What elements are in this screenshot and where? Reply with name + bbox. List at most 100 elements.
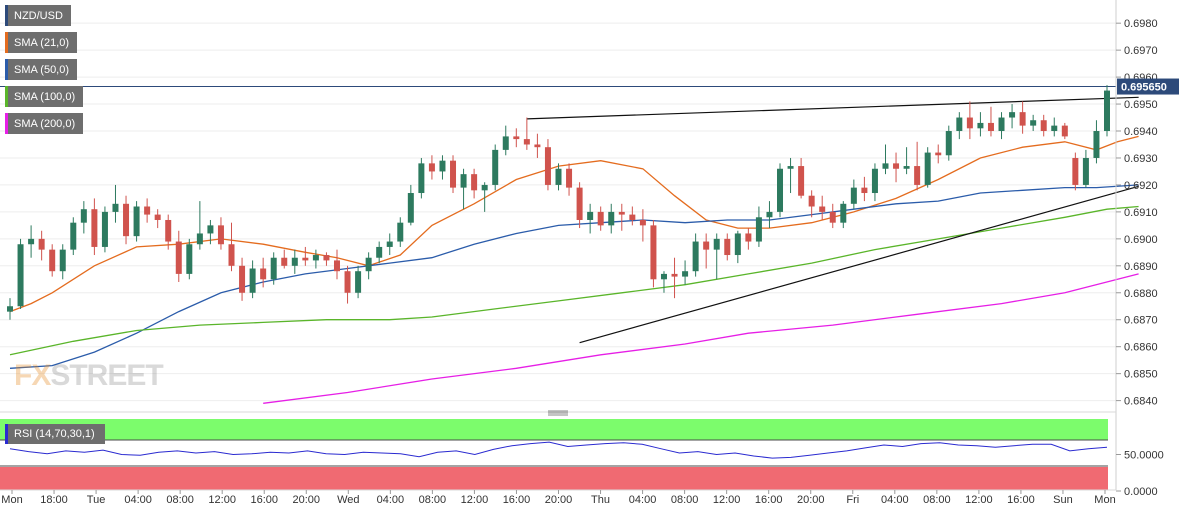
bearish-candle [1072, 152, 1079, 191]
bearish-candle [281, 249, 288, 269]
candle-body [260, 268, 267, 280]
legend-sma-200[interactable]: SMA (200,0) [5, 113, 84, 134]
bearish-candle [523, 117, 530, 150]
bearish-candle [618, 203, 625, 231]
bearish-candle [428, 155, 435, 180]
bullish-candle [766, 201, 773, 229]
candle-body [745, 233, 752, 242]
time-tick-label: 20:00 [293, 494, 321, 506]
bearish-candle [333, 249, 340, 280]
time-tick-label: 16:00 [1007, 494, 1035, 506]
legend-symbol[interactable]: NZD/USD [5, 5, 71, 26]
bullish-candle [998, 112, 1005, 140]
bullish-candle [682, 260, 689, 285]
candle-body [376, 246, 383, 258]
bullish-candle [1093, 120, 1100, 164]
bearish-candle [344, 265, 351, 304]
time-tick-label: 18:00 [40, 494, 68, 506]
candle-body [1019, 112, 1026, 126]
candle-body [966, 117, 973, 129]
candle-body [228, 244, 235, 266]
bullish-candle [1104, 85, 1110, 137]
candle-body [1082, 157, 1089, 185]
candle-body [871, 168, 878, 194]
candle-body [196, 233, 203, 245]
bullish-candle [755, 206, 762, 247]
candle-body [407, 193, 414, 223]
bearish-candle [228, 222, 235, 272]
candle-body [144, 206, 151, 215]
current-price-label: 0.695650 [1121, 82, 1167, 94]
bullish-candle [196, 201, 203, 250]
bullish-candle [903, 147, 910, 175]
bullish-candle [608, 203, 615, 234]
bearish-candle [703, 233, 710, 269]
bearish-candle [987, 106, 994, 137]
candle-body [38, 238, 45, 250]
bullish-candle [407, 184, 414, 226]
time-tick-label: 16:00 [755, 494, 783, 506]
candle-body [207, 225, 214, 234]
bullish-candle [70, 217, 77, 256]
bullish-candle [840, 201, 847, 229]
legend-sma-21[interactable]: SMA (21,0) [5, 32, 78, 53]
bullish-candle [924, 147, 931, 188]
candle-body [450, 160, 457, 188]
candle-body [1072, 157, 1079, 185]
bullish-candle [80, 201, 87, 234]
bearish-candle [597, 206, 604, 231]
bullish-candle [871, 163, 878, 202]
bullish-candle [365, 252, 372, 280]
candle-body [850, 187, 857, 204]
candle-body [523, 139, 530, 145]
legend-rsi[interactable]: RSI (14,70,30,1) [5, 424, 105, 444]
time-tick-label: 12:00 [461, 494, 489, 506]
bearish-candle [639, 209, 646, 242]
time-tick-label: 04:00 [377, 494, 405, 506]
bullish-candle [1051, 117, 1058, 137]
candle-body [217, 225, 224, 245]
bearish-candle [323, 252, 330, 266]
candle-body [1104, 90, 1110, 132]
legend-sma-50[interactable]: SMA (50,0) [5, 59, 78, 80]
candle-body [502, 136, 509, 150]
bearish-candle [966, 101, 973, 140]
bearish-candle [1061, 122, 1068, 140]
candle-body [154, 214, 161, 220]
bearish-candle [808, 190, 815, 218]
bearish-candle [513, 128, 520, 148]
candle-body [671, 273, 678, 277]
candle-body [239, 265, 246, 293]
time-tick-label: 20:00 [545, 494, 573, 506]
candle-body [945, 131, 952, 156]
bullish-candle [291, 249, 298, 274]
fxstreet-watermark-logo: FXSTREET [14, 359, 164, 392]
candle-body [344, 271, 351, 293]
candle-body [291, 257, 298, 266]
candle-body [566, 168, 573, 188]
bullish-candle [186, 238, 193, 280]
bearish-candle [450, 155, 457, 194]
panel-resize-handle[interactable] [548, 410, 568, 416]
candle-body [112, 203, 119, 212]
price-tick-label: 0.6850 [1124, 369, 1158, 381]
candle-body [840, 203, 847, 223]
candle-body [1009, 112, 1016, 118]
candle-body [323, 255, 330, 261]
bullish-candle [713, 233, 720, 280]
bullish-candle [481, 182, 488, 212]
symbol-label: NZD/USD [14, 9, 63, 22]
candle-body [692, 241, 699, 272]
rsi-overbought-zone [0, 419, 1108, 440]
bearish-candle [629, 206, 636, 226]
time-tick-label: Thu [591, 494, 610, 506]
bearish-candle [260, 257, 267, 288]
price-tick-label: 0.6890 [1124, 261, 1158, 273]
sma-200-label: SMA (200,0) [14, 117, 76, 130]
bearish-candle [91, 198, 98, 256]
legend-sma-100[interactable]: SMA (100,0) [5, 86, 84, 107]
candle-body [281, 257, 288, 266]
bullish-candle [660, 271, 667, 293]
bearish-candle [566, 163, 573, 196]
candle-body [186, 244, 193, 274]
